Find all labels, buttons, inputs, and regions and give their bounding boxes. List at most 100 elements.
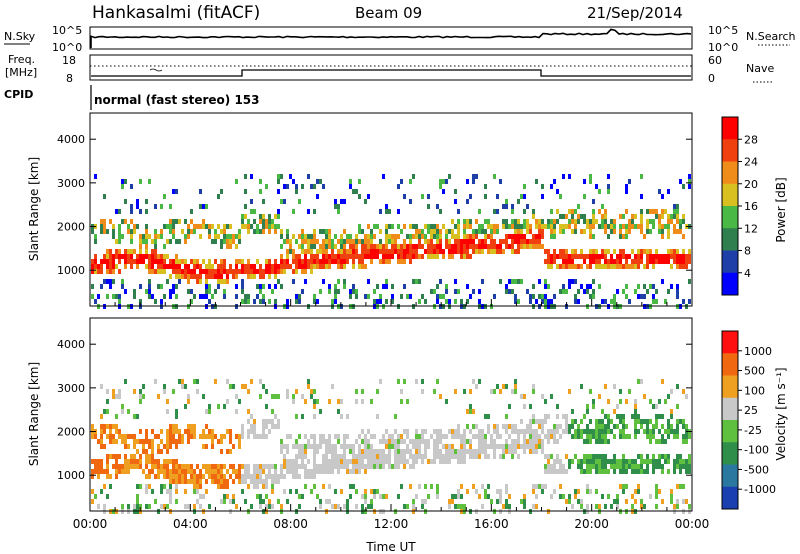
power-cell — [283, 199, 286, 204]
velocity-cell — [430, 459, 433, 464]
velocity-cell — [646, 419, 649, 424]
power-cell — [388, 209, 391, 214]
power-cell — [631, 259, 634, 264]
velocity-cell — [238, 464, 241, 469]
power-cell — [676, 259, 679, 264]
velocity-cell — [175, 464, 178, 469]
power-cell — [553, 249, 556, 254]
velocity-cell — [277, 424, 280, 429]
power-cell — [652, 224, 655, 229]
power-cell — [262, 284, 265, 289]
power-cell — [667, 254, 670, 259]
power-cell — [295, 184, 298, 189]
power-cell — [406, 244, 409, 249]
power-colorbar-segment — [722, 206, 738, 229]
power-cell — [463, 229, 466, 234]
power-cell — [622, 249, 625, 254]
power-cell — [490, 239, 493, 244]
power-cell — [679, 264, 682, 269]
power-cell — [577, 289, 580, 294]
velocity-cell — [229, 449, 232, 454]
power-cell — [118, 254, 121, 259]
velocity-cell — [454, 449, 457, 454]
power-cell — [640, 224, 643, 229]
velocity-cell — [364, 434, 367, 439]
velocity-cell — [334, 459, 337, 464]
power-cell — [112, 254, 115, 259]
velocity-cell — [445, 444, 448, 449]
velocity-cell — [172, 459, 175, 464]
power-cell — [289, 249, 292, 254]
velocity-cell — [211, 469, 214, 474]
power-cell — [466, 179, 469, 184]
power-cell — [421, 194, 424, 199]
power-cell — [259, 179, 262, 184]
velocity-cell — [175, 409, 178, 414]
velocity-cell — [652, 429, 655, 434]
velocity-cell — [247, 434, 250, 439]
velocity-cell — [163, 444, 166, 449]
velocity-cell — [523, 444, 526, 449]
power-cell — [241, 219, 244, 224]
power-cell — [481, 244, 484, 249]
power-cell — [427, 244, 430, 249]
velocity-cell — [655, 489, 658, 494]
power-cell — [589, 284, 592, 289]
power-cell — [346, 254, 349, 259]
velocity-cell — [211, 429, 214, 434]
power-cell — [625, 264, 628, 269]
velocity-cell — [229, 439, 232, 444]
power-cell — [337, 239, 340, 244]
power-cell — [208, 224, 211, 229]
velocity-cell — [298, 474, 301, 479]
velocity-cell — [535, 419, 538, 424]
power-cell — [658, 254, 661, 259]
velocity-cell — [247, 389, 250, 394]
velocity-cell — [247, 469, 250, 474]
power-cell — [145, 249, 148, 254]
power-cell — [667, 189, 670, 194]
velocity-cell — [550, 464, 553, 469]
velocity-cell — [304, 484, 307, 489]
power-cell — [334, 289, 337, 294]
velocity-cell — [481, 504, 484, 509]
velocity-cell — [217, 479, 220, 484]
velocity-cell — [148, 469, 151, 474]
velocity-cell — [364, 439, 367, 444]
velocity-cell — [403, 379, 406, 384]
velocity-cell — [217, 404, 220, 409]
power-cell — [445, 244, 448, 249]
power-cell — [268, 274, 271, 279]
power-cell — [112, 294, 115, 299]
power-cell — [424, 299, 427, 304]
power-cell — [547, 219, 550, 224]
velocity-cell — [361, 464, 364, 469]
velocity-cell — [505, 439, 508, 444]
power-cell — [583, 254, 586, 259]
power-cell — [436, 224, 439, 229]
x-tick-label: 16:00 — [474, 517, 509, 531]
velocity-cell — [394, 439, 397, 444]
velocity-cell — [556, 459, 559, 464]
velocity-cell — [478, 494, 481, 499]
power-cell — [433, 244, 436, 249]
velocity-cell — [613, 454, 616, 459]
power-cell — [298, 294, 301, 299]
x-tick-label: 08:00 — [273, 517, 308, 531]
power-cell — [439, 249, 442, 254]
velocity-cell — [577, 464, 580, 469]
velocity-cell — [451, 444, 454, 449]
power-cell — [466, 199, 469, 204]
power-cell — [265, 219, 268, 224]
velocity-cell — [400, 484, 403, 489]
power-cell — [181, 259, 184, 264]
power-cell — [172, 269, 175, 274]
velocity-cell — [433, 444, 436, 449]
power-cell — [346, 234, 349, 239]
velocity-cell — [481, 449, 484, 454]
power-cell — [640, 214, 643, 219]
power-cell — [439, 179, 442, 184]
velocity-cell — [157, 444, 160, 449]
power-cell — [610, 254, 613, 259]
velocity-cell — [154, 474, 157, 479]
